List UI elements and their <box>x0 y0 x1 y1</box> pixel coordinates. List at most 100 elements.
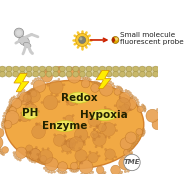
Circle shape <box>58 66 60 69</box>
Circle shape <box>66 71 72 77</box>
Text: Redox: Redox <box>61 93 97 103</box>
Circle shape <box>96 131 99 133</box>
Circle shape <box>2 153 5 156</box>
Circle shape <box>67 69 81 83</box>
Circle shape <box>3 118 5 120</box>
Circle shape <box>30 149 41 159</box>
Circle shape <box>55 68 57 70</box>
Ellipse shape <box>22 108 38 119</box>
Circle shape <box>86 66 92 72</box>
Circle shape <box>40 72 42 75</box>
Circle shape <box>9 101 11 103</box>
Circle shape <box>140 71 145 77</box>
Circle shape <box>76 161 78 163</box>
Circle shape <box>130 148 132 151</box>
Circle shape <box>27 101 30 103</box>
Circle shape <box>66 103 69 105</box>
Circle shape <box>42 148 44 150</box>
Circle shape <box>119 92 130 103</box>
Circle shape <box>111 165 120 175</box>
Circle shape <box>65 136 67 138</box>
Circle shape <box>99 84 102 86</box>
Circle shape <box>81 77 84 80</box>
Circle shape <box>22 107 24 110</box>
Circle shape <box>106 80 109 82</box>
Circle shape <box>28 119 30 121</box>
Circle shape <box>118 86 120 88</box>
Circle shape <box>45 169 48 172</box>
Circle shape <box>5 110 8 112</box>
Circle shape <box>116 129 118 132</box>
Circle shape <box>58 78 60 80</box>
Circle shape <box>31 88 33 91</box>
Circle shape <box>117 174 120 177</box>
Circle shape <box>19 159 21 161</box>
Circle shape <box>5 111 19 125</box>
Circle shape <box>56 169 59 172</box>
Circle shape <box>37 160 40 162</box>
Circle shape <box>105 136 107 138</box>
Circle shape <box>124 98 137 110</box>
Circle shape <box>37 77 39 80</box>
Circle shape <box>93 71 99 77</box>
Circle shape <box>108 136 110 139</box>
Circle shape <box>133 66 139 72</box>
Circle shape <box>59 71 65 77</box>
Circle shape <box>163 123 165 126</box>
Circle shape <box>22 100 24 102</box>
Circle shape <box>134 97 137 99</box>
Circle shape <box>136 129 142 135</box>
Circle shape <box>87 115 89 117</box>
Circle shape <box>119 106 121 108</box>
Circle shape <box>129 109 131 111</box>
Circle shape <box>99 71 105 77</box>
Circle shape <box>76 103 78 105</box>
Circle shape <box>68 98 76 106</box>
Circle shape <box>38 159 40 161</box>
Circle shape <box>66 138 76 148</box>
Circle shape <box>131 166 134 169</box>
Circle shape <box>55 94 57 97</box>
Circle shape <box>73 66 79 72</box>
Ellipse shape <box>5 80 144 169</box>
Circle shape <box>105 158 107 160</box>
Circle shape <box>98 123 106 132</box>
Circle shape <box>130 109 132 111</box>
Circle shape <box>91 84 99 92</box>
Circle shape <box>31 82 33 85</box>
Circle shape <box>79 37 82 40</box>
Circle shape <box>79 71 85 77</box>
Circle shape <box>129 92 131 94</box>
Circle shape <box>112 36 119 43</box>
Circle shape <box>29 159 31 161</box>
Circle shape <box>11 98 22 108</box>
Circle shape <box>76 141 78 143</box>
Circle shape <box>62 172 65 174</box>
Circle shape <box>130 94 133 96</box>
Circle shape <box>23 94 31 102</box>
Circle shape <box>153 66 159 72</box>
Circle shape <box>115 175 118 178</box>
Circle shape <box>79 160 93 174</box>
Circle shape <box>86 71 92 77</box>
Circle shape <box>142 133 145 136</box>
Circle shape <box>99 82 113 96</box>
Circle shape <box>0 149 2 152</box>
Circle shape <box>106 71 112 77</box>
Circle shape <box>129 168 132 171</box>
Circle shape <box>46 69 48 71</box>
Circle shape <box>27 152 29 154</box>
Circle shape <box>11 97 13 99</box>
Circle shape <box>99 174 102 177</box>
Circle shape <box>113 111 115 114</box>
Circle shape <box>73 147 75 149</box>
Circle shape <box>119 87 122 89</box>
Circle shape <box>28 150 30 153</box>
Circle shape <box>26 154 29 157</box>
Circle shape <box>47 148 49 150</box>
Circle shape <box>14 28 24 38</box>
Circle shape <box>73 71 79 77</box>
Circle shape <box>162 121 165 124</box>
Circle shape <box>38 123 40 125</box>
Circle shape <box>114 124 117 126</box>
